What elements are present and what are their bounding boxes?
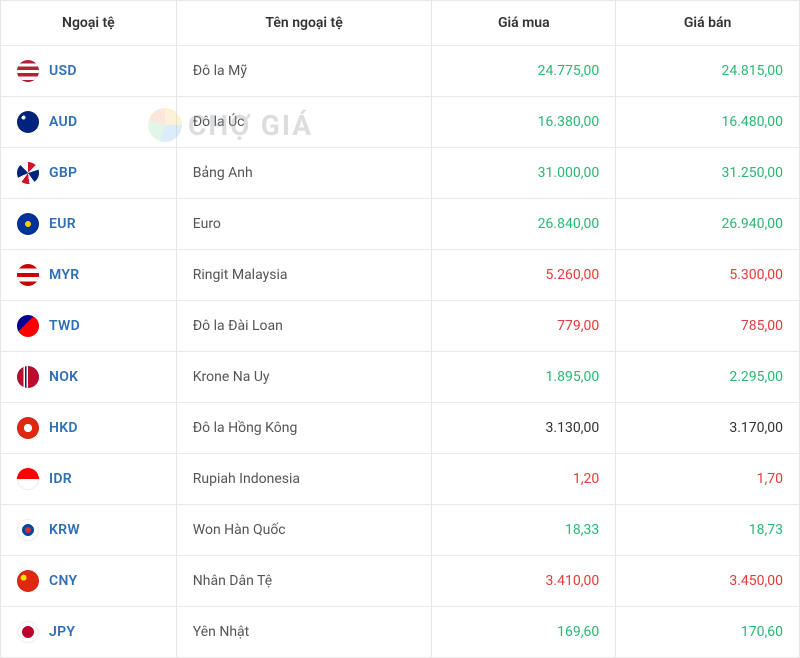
cell-sell: 3.170,00 <box>616 403 800 454</box>
cell-name: Nhân Dân Tệ <box>176 556 432 607</box>
table-row: KRW Won Hàn Quốc18,3318,73 <box>1 505 800 556</box>
cell-buy: 24.775,00 <box>432 46 616 97</box>
table-row: EUR Euro26.840,0026.940,00 <box>1 199 800 250</box>
cell-sell: 3.450,00 <box>616 556 800 607</box>
cell-sell: 2.295,00 <box>616 352 800 403</box>
cell-buy: 26.840,00 <box>432 199 616 250</box>
header-sell: Giá bán <box>616 1 800 46</box>
cell-sell: 785,00 <box>616 301 800 352</box>
table-row: GBP Bảng Anh31.000,0031.250,00 <box>1 148 800 199</box>
cell-name: Đô la Mỹ <box>176 46 432 97</box>
flag-icon <box>17 264 39 286</box>
cell-currency: GBP <box>1 148 177 199</box>
cell-name: Euro <box>176 199 432 250</box>
cell-buy: 1.895,00 <box>432 352 616 403</box>
cell-sell: 5.300,00 <box>616 250 800 301</box>
cell-currency: CNY <box>1 556 177 607</box>
table-row: NOK Krone Na Uy1.895,002.295,00 <box>1 352 800 403</box>
flag-icon <box>17 213 39 235</box>
cell-buy: 3.130,00 <box>432 403 616 454</box>
cell-buy: 3.410,00 <box>432 556 616 607</box>
table-row: TWD Đô la Đài Loan779,00785,00 <box>1 301 800 352</box>
table-row: JPY Yên Nhật169,60170,60 <box>1 607 800 658</box>
header-buy: Giá mua <box>432 1 616 46</box>
cell-sell: 31.250,00 <box>616 148 800 199</box>
flag-icon <box>17 570 39 592</box>
header-code: Ngoại tệ <box>1 1 177 46</box>
cell-buy: 5.260,00 <box>432 250 616 301</box>
cell-name: Won Hàn Quốc <box>176 505 432 556</box>
cell-name: Đô la Đài Loan <box>176 301 432 352</box>
cell-buy: 16.380,00 <box>432 97 616 148</box>
flag-icon <box>17 366 39 388</box>
table-row: IDR Rupiah Indonesia1,201,70 <box>1 454 800 505</box>
currency-link-hkd[interactable]: HKD <box>49 420 78 436</box>
cell-currency: KRW <box>1 505 177 556</box>
cell-name: Bảng Anh <box>176 148 432 199</box>
table-row: AUD Đô la Úc16.380,0016.480,00 <box>1 97 800 148</box>
cell-currency: IDR <box>1 454 177 505</box>
currency-link-jpy[interactable]: JPY <box>49 624 75 640</box>
currency-link-cny[interactable]: CNY <box>49 573 77 589</box>
table-row: HKD Đô la Hồng Kông3.130,003.170,00 <box>1 403 800 454</box>
flag-icon <box>17 315 39 337</box>
exchange-rate-table-container: CHỢ GIÁ Ngoại tệ Tên ngoại tệ Giá mua Gi… <box>0 0 800 658</box>
exchange-rate-table: Ngoại tệ Tên ngoại tệ Giá mua Giá bán US… <box>0 0 800 658</box>
cell-currency: TWD <box>1 301 177 352</box>
cell-sell: 170,60 <box>616 607 800 658</box>
cell-currency: JPY <box>1 607 177 658</box>
flag-icon <box>17 417 39 439</box>
currency-link-gbp[interactable]: GBP <box>49 165 77 181</box>
table-header-row: Ngoại tệ Tên ngoại tệ Giá mua Giá bán <box>1 1 800 46</box>
flag-icon <box>17 519 39 541</box>
cell-sell: 26.940,00 <box>616 199 800 250</box>
table-row: MYR Ringit Malaysia5.260,005.300,00 <box>1 250 800 301</box>
cell-buy: 169,60 <box>432 607 616 658</box>
currency-link-idr[interactable]: IDR <box>49 471 72 487</box>
cell-sell: 16.480,00 <box>616 97 800 148</box>
cell-sell: 24.815,00 <box>616 46 800 97</box>
flag-icon <box>17 60 39 82</box>
cell-name: Yên Nhật <box>176 607 432 658</box>
cell-buy: 31.000,00 <box>432 148 616 199</box>
currency-link-nok[interactable]: NOK <box>49 369 78 385</box>
cell-currency: EUR <box>1 199 177 250</box>
cell-buy: 1,20 <box>432 454 616 505</box>
cell-name: Đô la Úc <box>176 97 432 148</box>
flag-icon <box>17 468 39 490</box>
cell-name: Rupiah Indonesia <box>176 454 432 505</box>
cell-currency: NOK <box>1 352 177 403</box>
header-name: Tên ngoại tệ <box>176 1 432 46</box>
cell-currency: USD <box>1 46 177 97</box>
cell-sell: 18,73 <box>616 505 800 556</box>
cell-name: Đô la Hồng Kông <box>176 403 432 454</box>
cell-buy: 779,00 <box>432 301 616 352</box>
cell-sell: 1,70 <box>616 454 800 505</box>
cell-name: Ringit Malaysia <box>176 250 432 301</box>
table-row: CNY Nhân Dân Tệ3.410,003.450,00 <box>1 556 800 607</box>
flag-icon <box>17 162 39 184</box>
currency-link-twd[interactable]: TWD <box>49 318 80 334</box>
flag-icon <box>17 111 39 133</box>
currency-link-eur[interactable]: EUR <box>49 216 76 232</box>
flag-icon <box>17 621 39 643</box>
cell-currency: AUD <box>1 97 177 148</box>
table-body: USD Đô la Mỹ24.775,0024.815,00 AUD Đô la Úc… <box>1 46 800 658</box>
currency-link-usd[interactable]: USD <box>49 63 77 79</box>
currency-link-aud[interactable]: AUD <box>49 114 77 130</box>
currency-link-myr[interactable]: MYR <box>49 267 79 283</box>
cell-currency: MYR <box>1 250 177 301</box>
cell-name: Krone Na Uy <box>176 352 432 403</box>
currency-link-krw[interactable]: KRW <box>49 522 80 538</box>
cell-currency: HKD <box>1 403 177 454</box>
table-row: USD Đô la Mỹ24.775,0024.815,00 <box>1 46 800 97</box>
cell-buy: 18,33 <box>432 505 616 556</box>
